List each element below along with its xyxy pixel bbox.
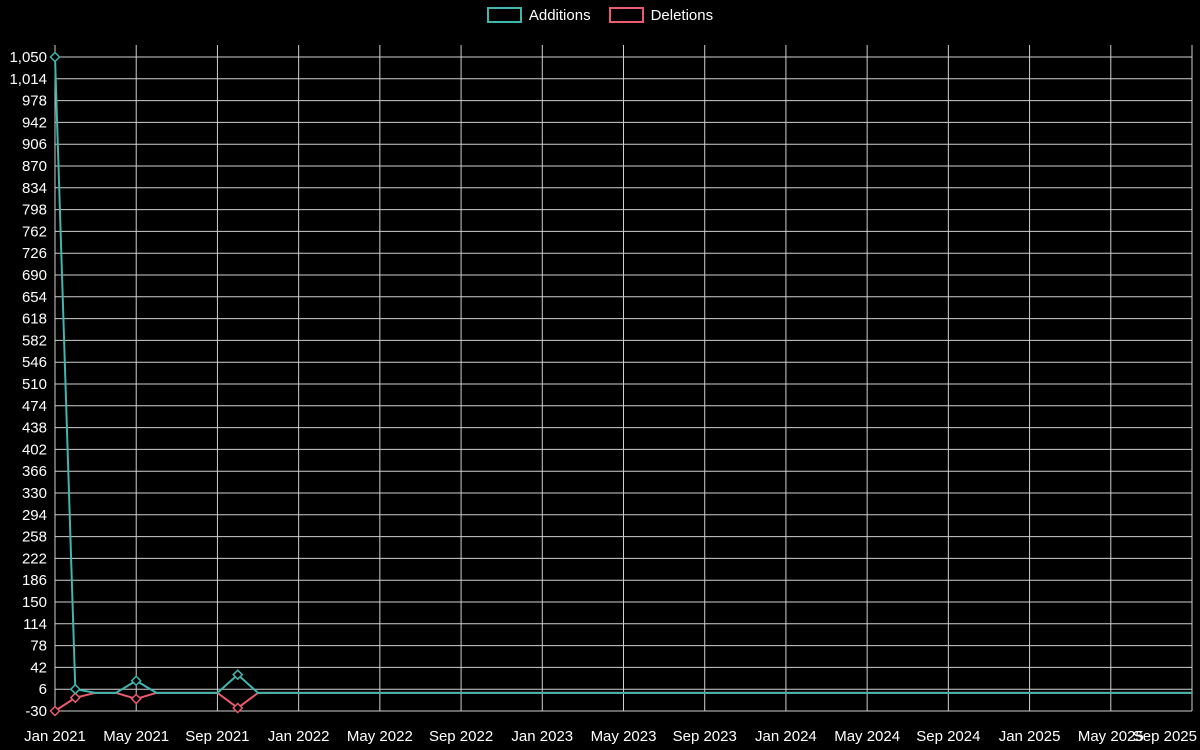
y-tick-label: 78 [30,638,47,655]
y-tick-label: 258 [22,529,47,546]
point-marker-additions [69,683,81,695]
x-tick-label: May 2025 [1078,728,1144,745]
chart-legend: Additions Deletions [0,7,1200,23]
legend-item-deletions[interactable]: Deletions [608,6,714,24]
y-tick-label: 978 [22,93,47,110]
y-tick-label: 942 [22,114,47,131]
deletions-swatch-icon [608,7,644,23]
y-tick-label: 402 [22,441,47,458]
y-tick-label: 546 [22,354,47,371]
y-tick-label: 582 [22,332,47,349]
y-tick-label: 726 [22,245,47,262]
additions-swatch-icon [486,7,522,23]
y-tick-label: 870 [22,158,47,175]
point-marker-deletions [69,692,81,704]
y-tick-label: 366 [22,463,47,480]
point-marker-additions [232,669,244,681]
x-tick-label: May 2021 [103,728,169,745]
point-marker-deletions [232,702,244,714]
y-tick-label: -30 [25,703,47,720]
point-marker-deletions [130,693,142,705]
y-tick-label: 6 [39,681,47,698]
x-tick-label: Jan 2021 [24,728,86,745]
y-tick-label: 510 [22,376,47,393]
x-tick-label: Sep 2024 [916,728,980,745]
y-tick-label: 654 [22,289,47,306]
y-tick-label: 906 [22,136,47,153]
y-tick-label: 222 [22,550,47,567]
y-tick-label: 474 [22,398,47,415]
legend-label-deletions: Deletions [650,6,714,24]
x-tick-label: May 2022 [347,728,413,745]
point-marker-additions [49,51,61,63]
y-tick-label: 834 [22,180,47,197]
point-marker-additions [130,675,142,687]
x-tick-label: Jan 2024 [755,728,817,745]
x-tick-label: Sep 2022 [429,728,493,745]
y-tick-label: 690 [22,267,47,284]
x-tick-label: Jan 2023 [511,728,573,745]
x-tick-label: Jan 2025 [999,728,1061,745]
series-line-additions [54,56,1192,694]
y-tick-label: 798 [22,202,47,219]
y-tick-label: 1,050 [9,49,47,66]
x-tick-label: Sep 2025 [1133,728,1197,745]
y-tick-label: 330 [22,485,47,502]
x-tick-label: Sep 2023 [673,728,737,745]
x-tick-label: May 2024 [834,728,900,745]
y-tick-label: 114 [23,616,47,633]
x-tick-label: May 2023 [591,728,657,745]
y-tick-label: 762 [22,223,47,240]
legend-item-additions[interactable]: Additions [486,6,591,24]
legend-label-additions: Additions [528,6,591,24]
x-tick-label: Jan 2022 [268,728,330,745]
point-marker-deletions [49,705,61,717]
y-tick-label: 186 [22,572,47,589]
y-tick-label: 42 [30,659,47,676]
y-tick-label: 1,014 [9,71,47,88]
y-tick-label: 294 [22,507,47,524]
x-tick-label: Sep 2021 [185,728,249,745]
y-tick-label: 618 [22,311,47,328]
y-tick-label: 438 [22,420,47,437]
y-tick-label: 150 [22,594,47,611]
